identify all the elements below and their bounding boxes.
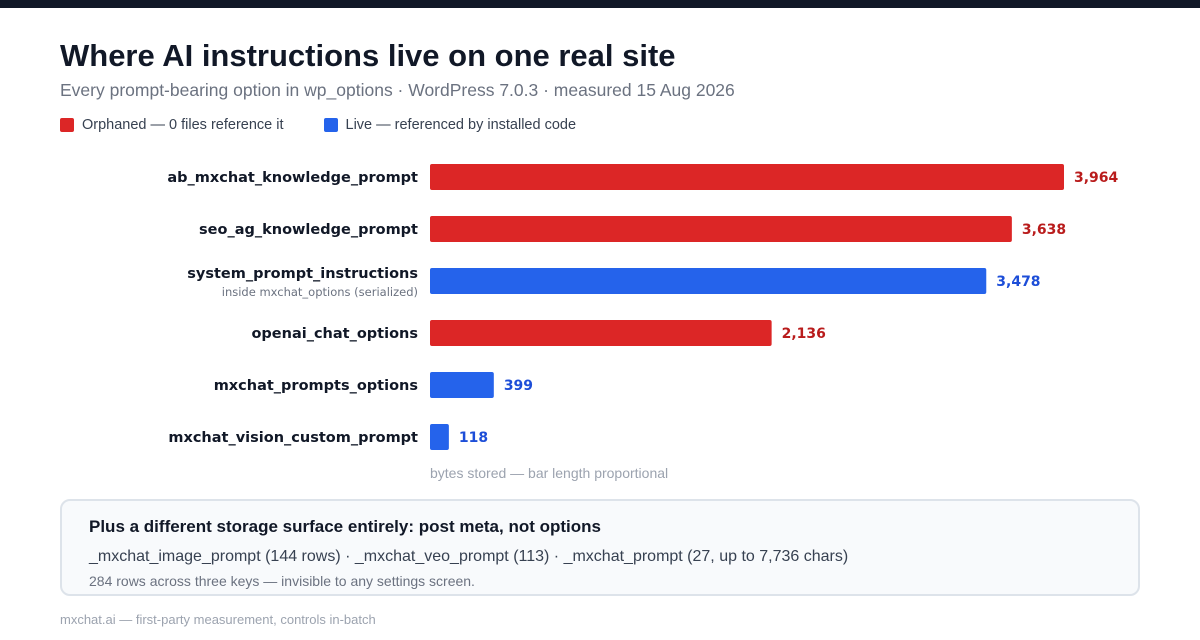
category-label: openai_chat_options — [251, 326, 418, 342]
bar — [430, 320, 772, 346]
axis-note: bytes stored — bar length proportional — [430, 465, 668, 481]
value-label: 399 — [504, 378, 533, 394]
bar-chart: ab_mxchat_knowledge_prompt 3,964 seo_ag_kn… — [167, 164, 1119, 481]
legend-label-orphaned: Orphaned — 0 files reference it — [82, 117, 284, 133]
bar — [430, 424, 449, 450]
legend-swatch-orphaned — [60, 118, 74, 132]
value-label: 3,964 — [1074, 170, 1119, 186]
legend-item-orphaned: Orphaned — 0 files reference it — [60, 117, 284, 133]
bar — [430, 164, 1064, 190]
legend-label-live: Live — referenced by installed code — [345, 117, 577, 133]
value-label: 3,478 — [996, 274, 1040, 290]
bar — [430, 216, 1012, 242]
callout-note: 284 rows across three keys — invisible t… — [89, 573, 475, 589]
category-sublabel: inside mxchat_options (serialized) — [222, 285, 418, 299]
category-label: mxchat_vision_custom_prompt — [168, 430, 418, 446]
page-title: Where AI instructions live on one real s… — [60, 38, 676, 73]
category-label: seo_ag_knowledge_prompt — [199, 222, 418, 238]
chart-legend: Orphaned — 0 files reference it Live — r… — [60, 116, 616, 134]
post-meta-callout: Plus a different storage surface entirel… — [60, 499, 1140, 596]
category-label: ab_mxchat_knowledge_prompt — [167, 170, 418, 186]
bar — [430, 372, 494, 398]
callout-body: _mxchat_image_prompt (144 rows) · _mxcha… — [89, 548, 849, 565]
bar — [430, 268, 987, 294]
value-label: 2,136 — [782, 326, 826, 342]
value-label: 3,638 — [1022, 222, 1066, 238]
category-label: mxchat_prompts_options — [214, 378, 418, 394]
legend-swatch-live — [323, 118, 338, 132]
source-footer: mxchat.ai — first-party measurement, con… — [60, 612, 376, 627]
callout-title: Plus a different storage surface entirel… — [89, 517, 601, 536]
legend-item-live: Live — referenced by installed code — [323, 117, 577, 133]
category-label: system_prompt_instructions — [187, 266, 418, 282]
page-subtitle: Every prompt-bearing option in wp_option… — [60, 80, 735, 100]
top-accent-bar — [0, 0, 1200, 8]
value-label: 118 — [459, 430, 488, 446]
